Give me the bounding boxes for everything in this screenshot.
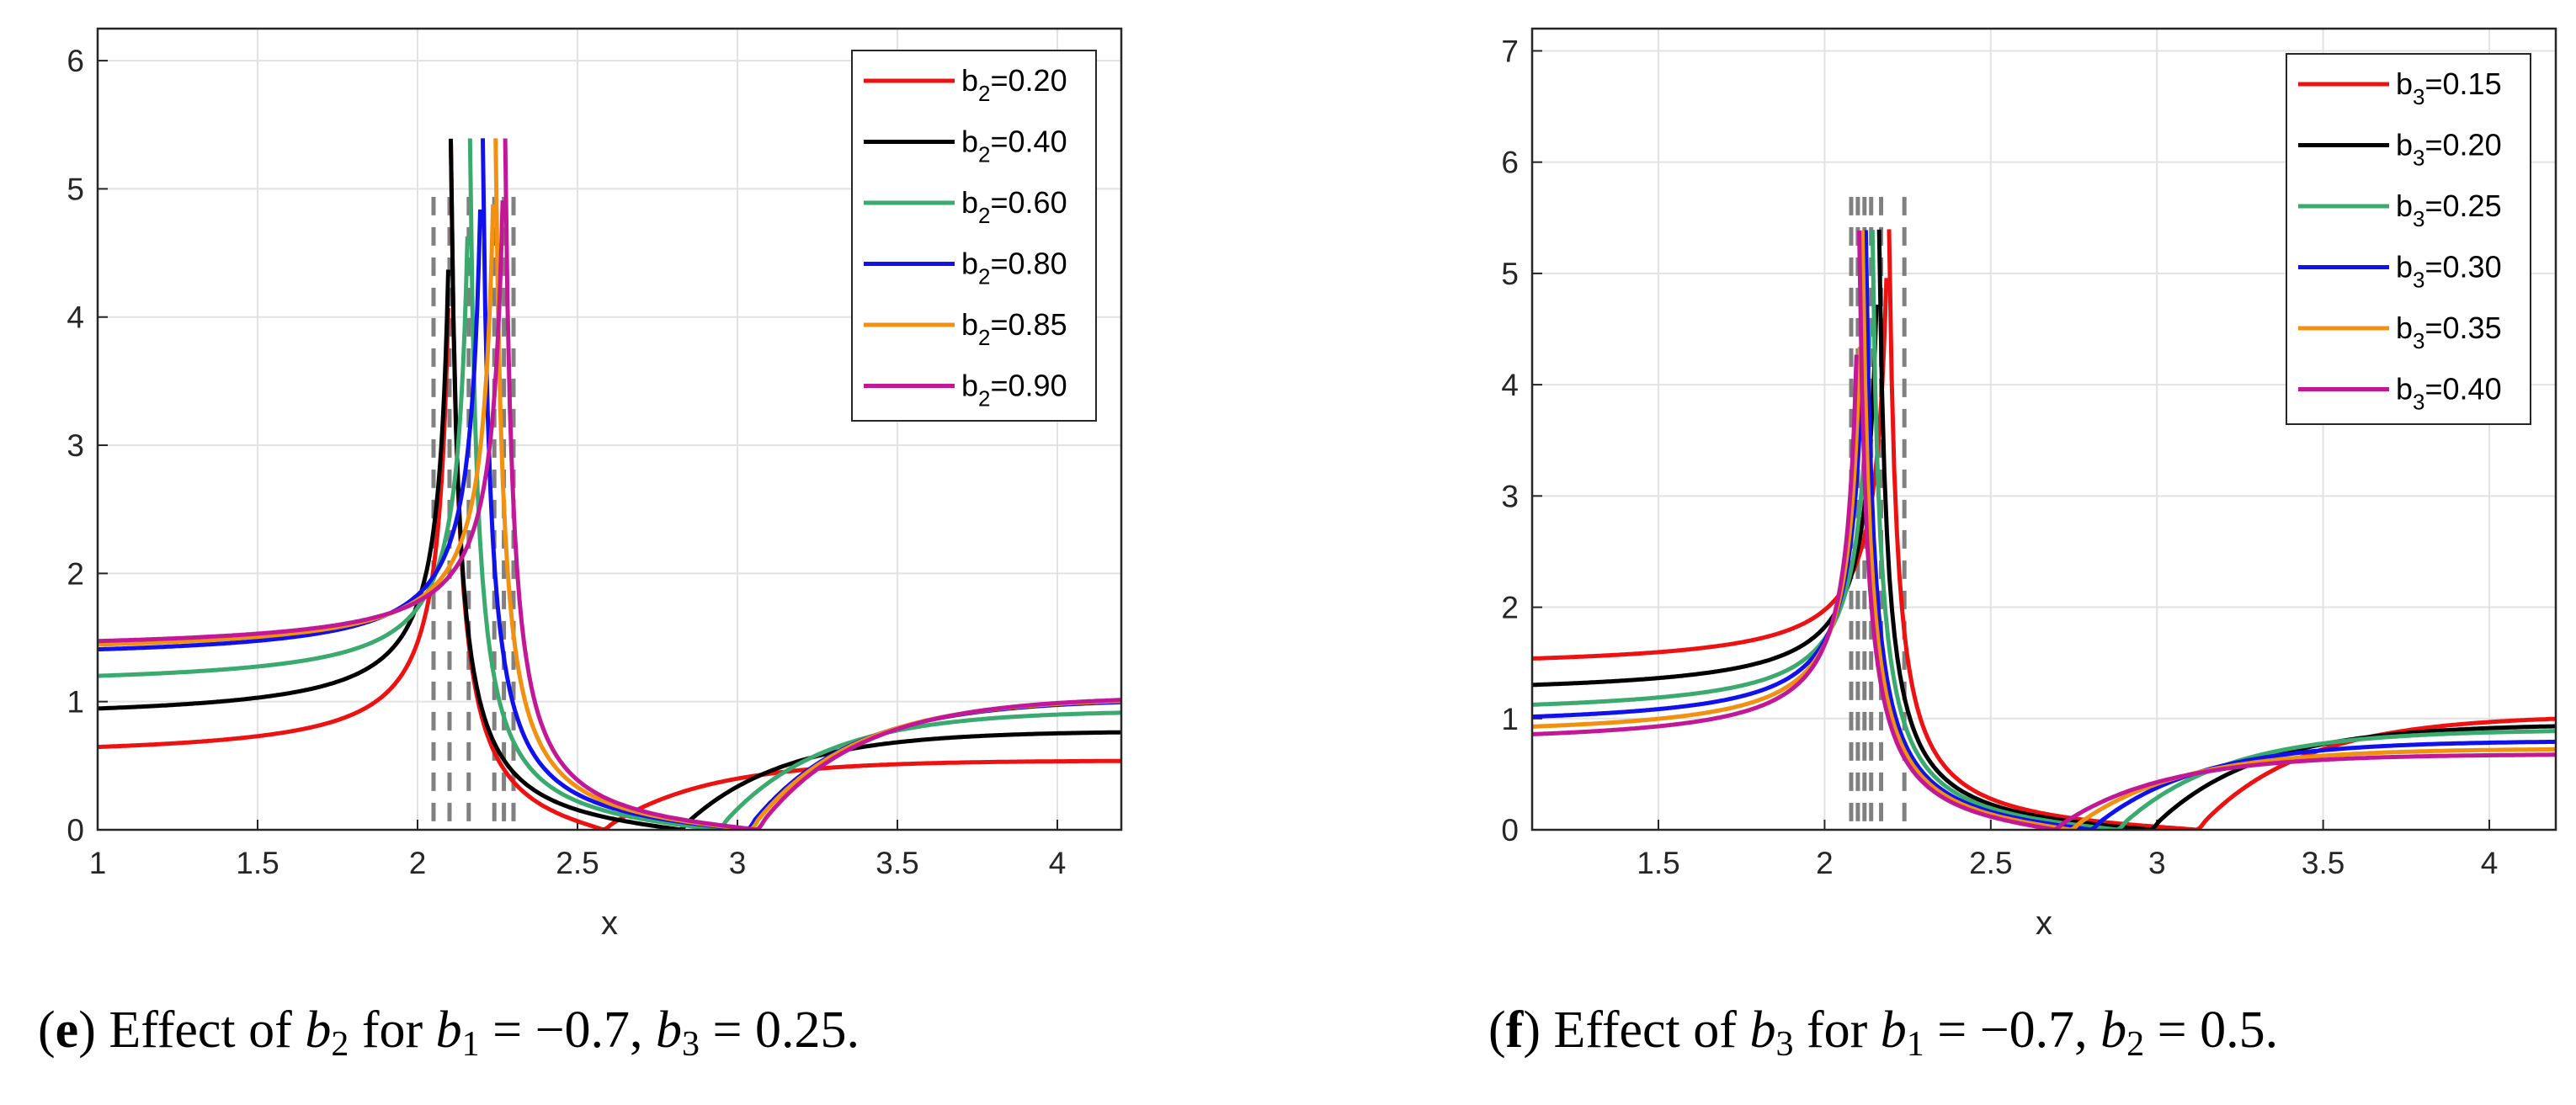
series-line-b2=0.60-left: [98, 236, 470, 678]
x-axis-label: x: [2036, 905, 2052, 942]
x-tick-label: 1: [89, 846, 107, 880]
x-tick-label: 3: [2148, 846, 2166, 880]
legend-label: b2=0.40: [961, 125, 1067, 167]
series-group: [98, 138, 1121, 830]
y-tick-label: 0: [67, 813, 84, 847]
caption-label: f: [1506, 1001, 1525, 1059]
x-tick-label: 3: [729, 846, 747, 880]
series-line-b2=0.90-right: [503, 138, 1121, 830]
x-tick-label: 2.5: [1969, 846, 2012, 880]
y-tick-label: 5: [1501, 257, 1519, 291]
caption-label: e: [56, 1001, 79, 1059]
y-tick-label: 2: [1501, 591, 1519, 625]
y-tick-label: 1: [1501, 702, 1519, 736]
series-line-b2=0.60-right: [467, 138, 1121, 830]
y-tick-label: 6: [67, 44, 84, 78]
legend-label: b2=0.80: [961, 247, 1067, 290]
x-tick-label: 3.5: [2302, 846, 2344, 880]
y-tick-label: 2: [67, 556, 84, 591]
series-line-b3=0.15-left: [1532, 278, 1889, 661]
legend-label: b2=0.85: [961, 307, 1067, 350]
x-tick-label: 2.5: [556, 846, 599, 880]
legend-label: b3=0.20: [2396, 128, 2502, 171]
axes-box: [96, 27, 1123, 831]
legend-box: [2286, 53, 2531, 425]
series-line-b3=0.30-left: [1532, 337, 1865, 720]
series-line-b3=0.35-left: [1532, 347, 1862, 729]
series-line-b3=0.40-left: [1532, 354, 1859, 736]
x-tick-label: 1.5: [236, 846, 279, 880]
x-tick-label: 2: [409, 846, 427, 880]
series-group: [1532, 229, 2556, 830]
y-tick-label: 7: [1501, 34, 1519, 68]
chart-panel-e: 1 1.5 2 2.5 3 3.5 40123456xb2=0.20b2=0.40b2=0.…: [67, 27, 1123, 942]
series-line-b2=0.20-left: [98, 308, 450, 750]
x-tick-label: 1.5: [1637, 846, 1679, 880]
y-tick-label: 1: [67, 685, 84, 720]
series-line-b3=0.40-right: [1857, 230, 2556, 830]
y-tick-label: 6: [1501, 146, 1519, 180]
legend-box: [851, 50, 1097, 422]
axes-box: [1530, 27, 2557, 831]
x-tick-label: 4: [1049, 846, 1067, 880]
y-tick-label: 4: [1501, 368, 1519, 402]
series-line-b2=0.90-left: [98, 200, 505, 644]
x-tick-label: 4: [2481, 846, 2499, 880]
chart-panel-f: 1.5 2 2.5 3 3.5 4 0 1 2 3 4 5 6 7 x b3=0.15 b3=0.20 b3=0.…: [1501, 27, 2557, 942]
series-line-b2=0.40-right: [449, 138, 1121, 830]
legend-label: b3=0.25: [2396, 189, 2502, 231]
caption-e: (e) Effect of b2 for b1 = −0.7, b3 = 0.2…: [38, 1001, 860, 1064]
x-tick-label: 2: [1816, 846, 1834, 880]
legend-label: b3=0.40: [2396, 372, 2502, 415]
y-tick-label: 3: [1501, 479, 1519, 513]
series-line-b2=0.80-left: [98, 209, 482, 652]
caption-f: (f) Effect of b3 for b1 = −0.7, b2 = 0.5…: [1488, 1001, 2278, 1064]
x-axis-label: x: [601, 905, 618, 942]
series-line-b2=0.85-left: [98, 204, 496, 647]
legend-label: b2=0.20: [961, 63, 1067, 106]
y-tick-label: 3: [67, 428, 84, 463]
series-line-b3=0.20-right: [1876, 229, 2556, 830]
legend-label: b3=0.35: [2396, 311, 2502, 353]
series-line-b3=0.15-right: [1887, 229, 2556, 830]
series-line-b3=0.20-left: [1532, 304, 1879, 688]
legend-label: b2=0.90: [961, 369, 1067, 412]
legend-label: b3=0.15: [2396, 66, 2502, 109]
series-line-b2=0.40-left: [98, 269, 450, 711]
x-tick-label: 3.5: [876, 846, 918, 880]
legend-label: b3=0.30: [2396, 250, 2502, 293]
y-tick-label: 4: [67, 300, 84, 335]
y-tick-label: 5: [67, 172, 84, 206]
y-tick-label: 0: [1501, 813, 1519, 847]
legend-label: b2=0.60: [961, 185, 1067, 228]
series-line-b3=0.25-left: [1532, 324, 1872, 707]
